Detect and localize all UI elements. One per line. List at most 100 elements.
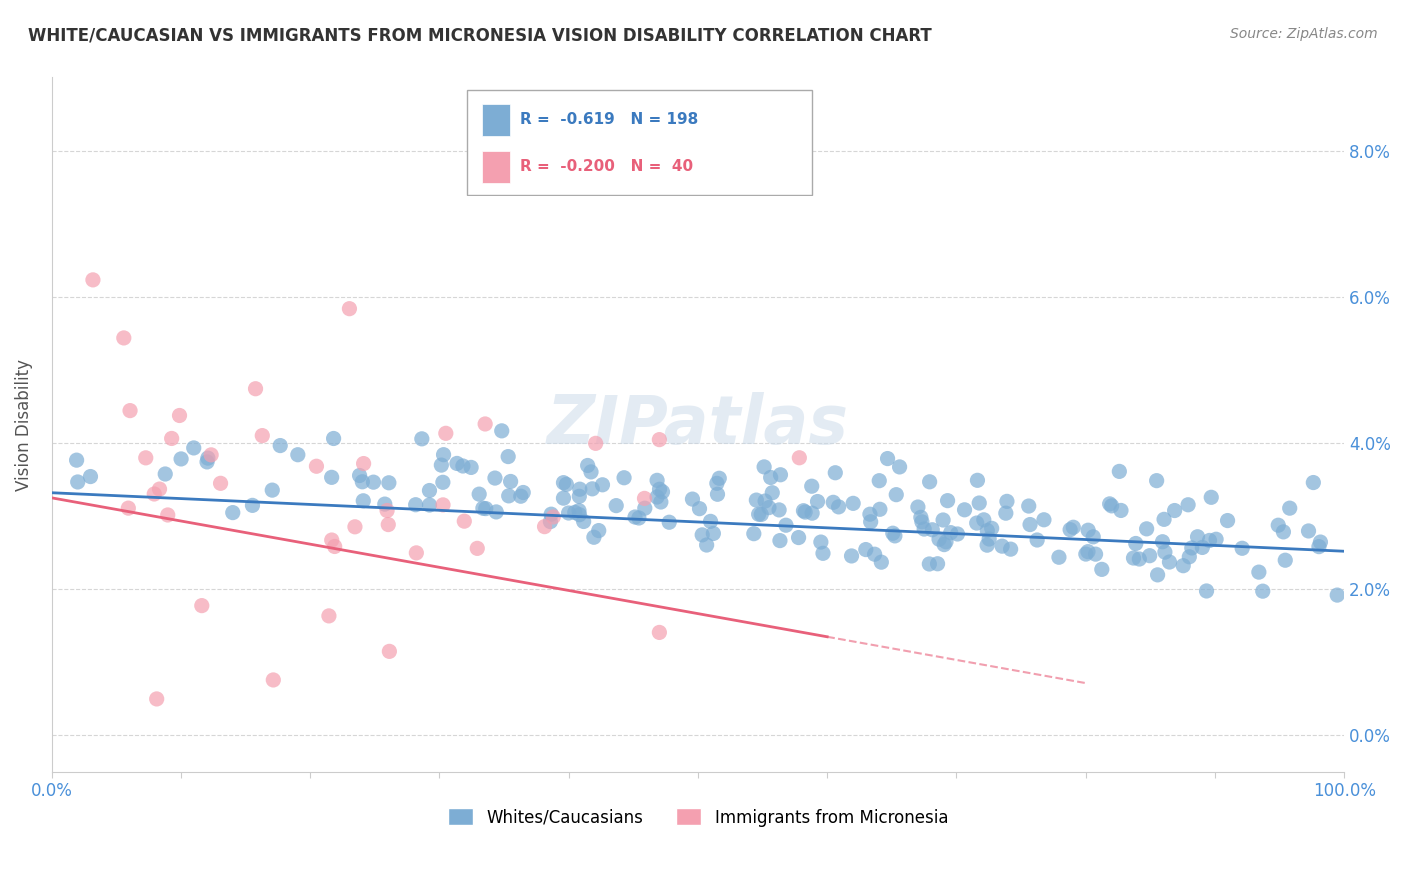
Whites/Caucasians: [1077, 523, 1099, 537]
Whites/Caucasians: [613, 471, 636, 485]
Whites/Caucasians: [966, 516, 988, 530]
Whites/Caucasians: [859, 507, 882, 521]
Whites/Caucasians: [1146, 474, 1168, 488]
Whites/Caucasians: [1154, 545, 1177, 559]
Whites/Caucasians: [934, 538, 956, 552]
Whites/Caucasians: [1152, 534, 1174, 549]
Immigrants from Micronesia: [160, 432, 183, 446]
Immigrants from Micronesia: [318, 608, 340, 623]
Whites/Caucasians: [758, 500, 780, 515]
Text: WHITE/CAUCASIAN VS IMMIGRANTS FROM MICRONESIA VISION DISABILITY CORRELATION CHAR: WHITE/CAUCASIAN VS IMMIGRANTS FROM MICRO…: [28, 27, 932, 45]
Whites/Caucasians: [1047, 550, 1070, 565]
Whites/Caucasians: [911, 515, 934, 529]
Whites/Caucasians: [928, 532, 950, 546]
Immigrants from Micronesia: [533, 519, 555, 533]
Whites/Caucasians: [1173, 558, 1195, 573]
Whites/Caucasians: [1272, 524, 1295, 539]
Whites/Caucasians: [1326, 588, 1348, 602]
Whites/Caucasians: [432, 475, 454, 490]
Whites/Caucasians: [980, 521, 1002, 535]
Whites/Caucasians: [918, 557, 941, 571]
Whites/Caucasians: [1059, 523, 1081, 537]
Whites/Caucasians: [759, 470, 782, 484]
Whites/Caucasians: [432, 448, 454, 462]
FancyBboxPatch shape: [467, 90, 813, 195]
Whites/Caucasians: [859, 515, 882, 529]
Whites/Caucasians: [1062, 520, 1084, 534]
Whites/Caucasians: [973, 513, 995, 527]
Whites/Caucasians: [994, 506, 1017, 520]
Whites/Caucasians: [645, 490, 668, 504]
Whites/Caucasians: [995, 494, 1018, 508]
Whites/Caucasians: [651, 484, 673, 499]
Text: R =  -0.619   N = 198: R = -0.619 N = 198: [520, 112, 699, 127]
Whites/Caucasians: [540, 507, 562, 521]
Whites/Caucasians: [761, 485, 783, 500]
Immigrants from Micronesia: [262, 673, 284, 687]
Whites/Caucasians: [553, 475, 575, 490]
Whites/Caucasians: [706, 476, 728, 491]
Whites/Caucasians: [405, 498, 427, 512]
Whites/Caucasians: [991, 539, 1014, 553]
Whites/Caucasians: [538, 515, 561, 529]
Immigrants from Micronesia: [339, 301, 361, 316]
Immigrants from Micronesia: [648, 625, 671, 640]
Whites/Caucasians: [939, 525, 962, 540]
Whites/Caucasians: [745, 493, 768, 508]
Immigrants from Micronesia: [474, 417, 496, 431]
Whites/Caucasians: [352, 493, 374, 508]
Whites/Caucasians: [768, 503, 790, 517]
Immigrants from Micronesia: [135, 450, 157, 465]
Whites/Caucasians: [624, 510, 647, 524]
Whites/Caucasians: [581, 482, 603, 496]
Whites/Caucasians: [918, 475, 941, 489]
Whites/Caucasians: [645, 474, 668, 488]
Whites/Caucasians: [882, 526, 904, 541]
Whites/Caucasians: [1074, 547, 1097, 561]
Whites/Caucasians: [749, 508, 772, 522]
Whites/Caucasians: [1230, 541, 1253, 556]
Whites/Caucasians: [374, 497, 396, 511]
Whites/Caucasians: [870, 555, 893, 569]
Y-axis label: Vision Disability: Vision Disability: [15, 359, 32, 491]
Whites/Caucasians: [509, 489, 531, 503]
Whites/Caucasians: [936, 493, 959, 508]
Whites/Caucasians: [363, 475, 385, 490]
Whites/Caucasians: [806, 494, 828, 508]
Immigrants from Micronesia: [143, 487, 166, 501]
Whites/Caucasians: [706, 487, 728, 501]
Whites/Caucasians: [863, 547, 886, 561]
Whites/Caucasians: [572, 515, 595, 529]
Whites/Caucasians: [1139, 549, 1161, 563]
Immigrants from Micronesia: [145, 692, 167, 706]
Immigrants from Micronesia: [453, 514, 475, 528]
Whites/Caucasians: [1278, 501, 1301, 516]
Immigrants from Micronesia: [323, 540, 346, 554]
Whites/Caucasians: [709, 471, 731, 485]
Whites/Caucasians: [752, 459, 775, 474]
Whites/Caucasians: [1032, 513, 1054, 527]
Whites/Caucasians: [322, 432, 344, 446]
Text: R =  -0.200   N =  40: R = -0.200 N = 40: [520, 159, 693, 174]
Whites/Caucasians: [553, 491, 575, 505]
Whites/Caucasians: [576, 458, 599, 473]
Whites/Caucasians: [1026, 533, 1049, 547]
Whites/Caucasians: [197, 451, 219, 466]
Whites/Caucasians: [1251, 584, 1274, 599]
Whites/Caucasians: [823, 495, 845, 509]
Whites/Caucasians: [1199, 491, 1222, 505]
Whites/Caucasians: [170, 451, 193, 466]
Whites/Caucasians: [1098, 497, 1121, 511]
Immigrants from Micronesia: [432, 498, 454, 512]
Whites/Caucasians: [484, 471, 506, 485]
Whites/Caucasians: [869, 502, 891, 516]
Whites/Caucasians: [468, 487, 491, 501]
Text: Source: ZipAtlas.com: Source: ZipAtlas.com: [1230, 27, 1378, 41]
Immigrants from Micronesia: [465, 541, 488, 556]
Whites/Caucasians: [801, 506, 824, 520]
Whites/Caucasians: [557, 506, 579, 520]
Whites/Caucasians: [966, 473, 988, 487]
Whites/Caucasians: [499, 475, 522, 489]
Whites/Caucasians: [634, 501, 657, 516]
Whites/Caucasians: [1159, 555, 1181, 569]
